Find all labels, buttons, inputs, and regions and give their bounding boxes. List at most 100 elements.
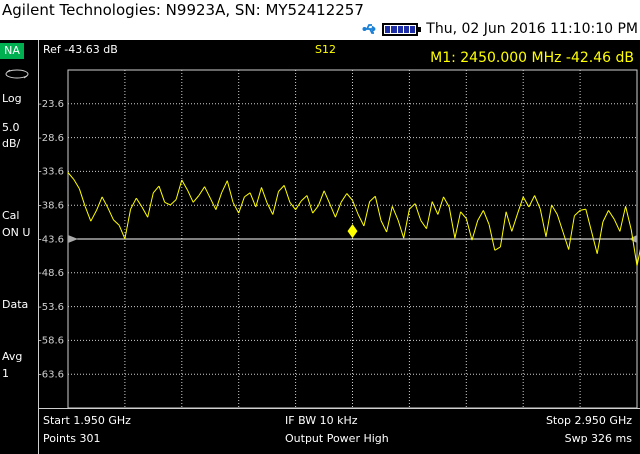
trace-segment [312, 205, 319, 214]
y-tick-label: -38.6 [38, 200, 64, 211]
trace-segment [118, 225, 126, 239]
trace-segment [175, 179, 183, 200]
title-bar: Agilent Technologies: N9923A, SN: MY5241… [0, 0, 640, 40]
trace-segment [579, 208, 586, 211]
trace-segment [221, 180, 228, 194]
trace-segment [158, 185, 166, 203]
trace-segment [448, 206, 456, 239]
trace-segment [596, 221, 604, 254]
trace-segment [244, 192, 251, 198]
avg-label[interactable]: Avg [2, 350, 23, 363]
trace-segment [135, 197, 143, 208]
trace-segment [574, 210, 581, 217]
trace-segment [170, 199, 177, 206]
reference-level[interactable]: Ref -43.63 dB [43, 43, 118, 56]
scale-value[interactable]: 5.0 [2, 121, 20, 134]
trace-segment [409, 203, 416, 210]
trace-segment [477, 210, 484, 221]
mode-badge[interactable]: NA [0, 43, 24, 59]
format-label[interactable]: Log [2, 92, 22, 105]
y-tick-label: -43.6 [38, 234, 64, 245]
trace-segment [283, 185, 291, 203]
trace-segment [67, 172, 75, 180]
trace-segment [625, 206, 632, 231]
trace-segment [306, 195, 314, 214]
left-panel: NA Log 5.0 dB/ Cal ON U Data Avg 1 [0, 40, 38, 454]
trace-segment [403, 209, 410, 239]
if-bandwidth[interactable]: IF BW 10 kHz [285, 414, 358, 427]
trace-segment [454, 211, 462, 239]
trace-segment [619, 206, 627, 232]
trace-segment [204, 186, 211, 199]
trace-parameter[interactable]: S12 [315, 43, 336, 56]
display-label[interactable]: Data [2, 298, 29, 311]
trace-segment [209, 197, 217, 210]
trace-segment [465, 218, 473, 241]
y-tick-label: -23.6 [38, 99, 64, 110]
trace-segment [198, 186, 206, 196]
trace-segment [522, 196, 530, 208]
y-tick-label: -63.6 [38, 369, 64, 380]
trace-segment [113, 219, 120, 226]
output-power[interactable]: Output Power High [285, 432, 389, 445]
trace-segment [602, 210, 609, 223]
avg-value: 1 [2, 367, 9, 380]
trace-segment [426, 201, 433, 229]
trace-segment [346, 193, 353, 201]
marker-m1 [347, 224, 358, 239]
trace-segment [272, 191, 279, 215]
trace-segment [181, 179, 188, 191]
trace-segment [317, 190, 325, 206]
trace-segment [130, 197, 137, 210]
instrument-title: Agilent Technologies: N9923A, SN: MY5241… [2, 1, 364, 19]
trace-segment [437, 196, 444, 215]
cal-status: ON U [2, 226, 31, 239]
trace-segment [534, 195, 541, 210]
trace-segment [192, 195, 200, 203]
points[interactable]: Points 301 [43, 432, 101, 445]
trace-segment [494, 246, 501, 251]
trace-segment [261, 187, 268, 204]
trace-segment [511, 213, 518, 232]
trace-segment [551, 204, 558, 215]
cycle-icon[interactable] [4, 68, 30, 80]
trace-segment [300, 195, 308, 202]
trace-segment [232, 202, 240, 214]
trace-segment [608, 210, 615, 220]
trace-segment [226, 180, 234, 203]
trace-segment [266, 202, 274, 215]
trace-segment [90, 210, 97, 222]
trace-segment [369, 195, 376, 202]
sweep-time[interactable]: Swp 326 ms [564, 432, 632, 445]
trace-segment [352, 200, 359, 215]
trace-segment [539, 208, 547, 237]
trace-segment [329, 203, 336, 218]
plot-header: Ref -43.63 dB S12 M1: 2450.000 MHz -42.4… [39, 40, 640, 70]
cal-label[interactable]: Cal [2, 209, 20, 222]
y-tick-label: -28.6 [38, 133, 64, 144]
stop-frequency[interactable]: Stop 2.950 GHz [545, 414, 632, 427]
trace-segment [323, 190, 331, 204]
trace-segment [101, 196, 109, 208]
left-divider [38, 40, 39, 454]
trace-segment [386, 206, 393, 233]
trace-segment [488, 224, 496, 251]
trace-segment [585, 208, 592, 232]
marker-readout: M1: 2450.000 MHz -42.46 dB [430, 50, 634, 66]
trace-segment [374, 196, 382, 221]
trace-segment [278, 185, 285, 192]
trace-segment [613, 218, 621, 232]
trace-segment [545, 204, 553, 237]
trace-segment [391, 206, 399, 221]
trace-segment [397, 219, 405, 239]
trace-segment [84, 206, 92, 222]
trace-segment [420, 220, 427, 229]
start-frequency[interactable]: Start 1.950 GHz [43, 414, 131, 427]
trace-segment [431, 201, 439, 215]
trace-segment [215, 192, 223, 210]
trace-segment [340, 193, 348, 203]
trace-segment [380, 220, 388, 233]
trace-segment [556, 214, 564, 233]
trace-segment [443, 196, 450, 208]
